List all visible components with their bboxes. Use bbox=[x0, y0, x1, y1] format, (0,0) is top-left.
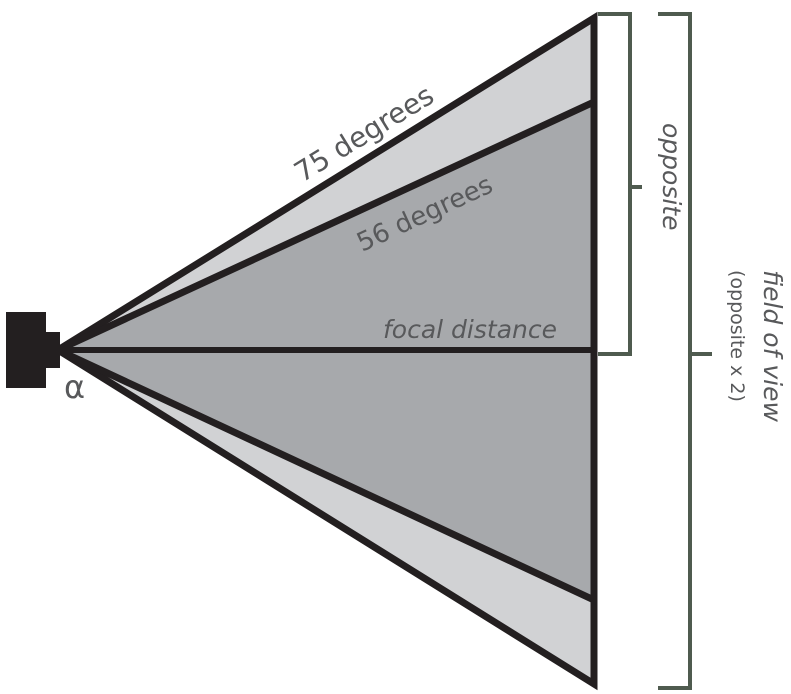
opposite-bracket bbox=[598, 12, 642, 356]
label-focal-distance: focal distance bbox=[383, 315, 557, 344]
label-field-of-view-note: (opposite x 2) bbox=[726, 270, 748, 402]
label-angle-alpha: α bbox=[64, 368, 85, 406]
label-opposite: opposite bbox=[657, 123, 686, 230]
field-of-view-bracket bbox=[658, 12, 712, 690]
label-field-of-view: field of view bbox=[758, 270, 787, 422]
camera-icon bbox=[6, 312, 60, 388]
